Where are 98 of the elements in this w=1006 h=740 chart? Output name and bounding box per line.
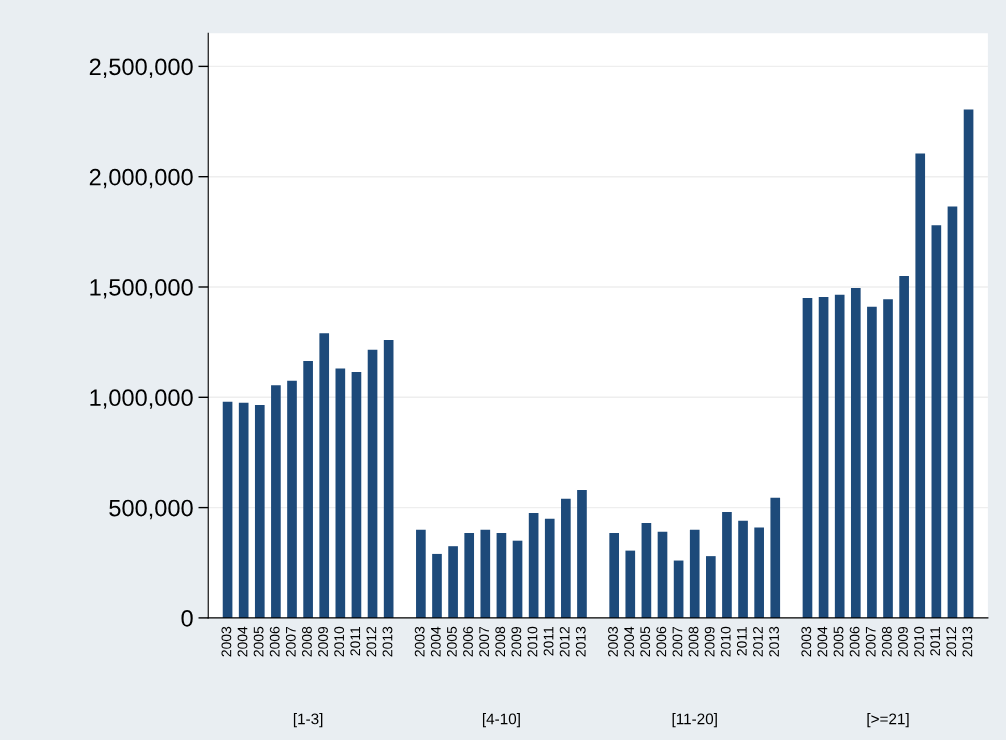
x-tick-label: 2007 <box>865 626 876 657</box>
bar <box>416 529 426 618</box>
x-tick-label: 2005 <box>833 626 844 657</box>
bar <box>335 368 346 618</box>
bar <box>303 360 313 618</box>
x-tick-label: 2004 <box>430 626 441 657</box>
y-tick-label: 500,000 <box>109 499 193 520</box>
text: [1-3] <box>293 713 323 728</box>
bar <box>963 109 974 618</box>
x-tick-label: 2010 <box>720 626 731 657</box>
bar <box>641 523 652 618</box>
y-tick-label: 2,500,000 <box>89 58 193 78</box>
x-tick-label: 2009 <box>511 626 522 657</box>
x-tick-label: 2005 <box>640 626 651 657</box>
y-tick-label: 2,000,000 <box>89 168 193 189</box>
bar <box>722 512 732 618</box>
bar <box>867 306 877 618</box>
bar <box>834 294 845 618</box>
x-tick-label: 2013 <box>575 626 586 657</box>
x-tick-label: 2004 <box>817 626 828 657</box>
bar <box>319 333 330 618</box>
x-tick-label: 2005 <box>253 626 264 657</box>
bar <box>544 518 555 618</box>
x-tick-label: 2010 <box>527 626 538 657</box>
x-tick-label: 2011 <box>543 626 554 656</box>
bar <box>222 401 233 618</box>
x-tick-label: 2007 <box>479 626 490 657</box>
y-tick-label: 1,500,000 <box>90 279 193 299</box>
x-tick-label: 2009 <box>318 626 328 657</box>
x-tick-label: 2008 <box>881 626 892 657</box>
bar <box>432 553 442 618</box>
bar <box>528 513 539 618</box>
bar <box>915 153 926 618</box>
x-tick-label: 2009 <box>898 626 908 657</box>
x-tick-label: 2008 <box>302 626 312 657</box>
bar <box>287 380 297 618</box>
x-tick-label: 2006 <box>269 626 280 657</box>
x-tick-label: 2011 <box>350 626 361 656</box>
bar <box>496 532 507 618</box>
bar <box>480 529 491 618</box>
x-tick-label: 2013 <box>962 626 973 657</box>
x-tick-label: 2008 <box>495 626 506 657</box>
bar <box>802 298 813 618</box>
bar <box>818 296 829 618</box>
x-tick-label: 2006 <box>849 626 860 657</box>
x-tick-label: 2006 <box>656 626 667 657</box>
x-tick-label: 2009 <box>704 626 715 657</box>
x-tick-label: 2005 <box>446 626 457 657</box>
bar <box>254 405 265 618</box>
x-tick-label: 2010 <box>914 626 924 657</box>
x-tick-label: 2012 <box>946 626 957 657</box>
bar <box>657 531 668 618</box>
bar <box>899 275 909 618</box>
x-tick-label: 2003 <box>414 626 425 657</box>
bar <box>705 556 716 618</box>
x-tick-label: 2012 <box>559 626 570 657</box>
bar <box>770 497 781 618</box>
text: [>=21] <box>867 713 909 728</box>
bar <box>609 532 620 618</box>
x-tick-label: 2004 <box>237 626 248 657</box>
x-tick-label: 2007 <box>672 626 683 657</box>
bar <box>464 532 475 618</box>
text: [4-10] <box>482 713 520 728</box>
bar <box>689 529 700 618</box>
bar <box>931 225 942 618</box>
x-tick-label: 2007 <box>285 626 296 657</box>
x-tick-label: 2013 <box>769 626 779 657</box>
x-tick-label: 2012 <box>753 626 763 657</box>
bar <box>625 550 636 618</box>
bar <box>673 560 684 618</box>
y-tick-label: 1,000,000 <box>90 389 193 409</box>
x-tick-label: 2012 <box>366 626 377 657</box>
x-tick-label: 2010 <box>334 626 345 657</box>
bar <box>754 527 764 618</box>
y-tick-label: 0 <box>181 609 193 627</box>
bar <box>448 546 458 618</box>
x-tick-label: 2003 <box>608 626 618 657</box>
text: [11-20] <box>672 713 717 728</box>
bar <box>383 339 394 618</box>
bar <box>850 288 861 618</box>
bar <box>883 299 893 618</box>
bar <box>271 385 281 618</box>
bar <box>738 520 748 618</box>
x-tick-label: 2003 <box>221 626 232 657</box>
x-tick-label: 2011 <box>736 626 747 656</box>
x-tick-label: 2004 <box>624 626 635 657</box>
x-tick-label: 2003 <box>801 626 812 657</box>
bar <box>947 206 958 618</box>
bar <box>238 402 249 618</box>
bar <box>577 489 587 618</box>
x-tick-label: 2006 <box>463 626 473 657</box>
bar <box>367 349 378 618</box>
bar <box>512 540 523 618</box>
bar <box>561 498 571 618</box>
x-tick-label: 2008 <box>688 626 699 657</box>
x-tick-label: 2011 <box>930 626 941 656</box>
x-tick-label: 2013 <box>382 626 393 657</box>
bar <box>351 371 362 618</box>
